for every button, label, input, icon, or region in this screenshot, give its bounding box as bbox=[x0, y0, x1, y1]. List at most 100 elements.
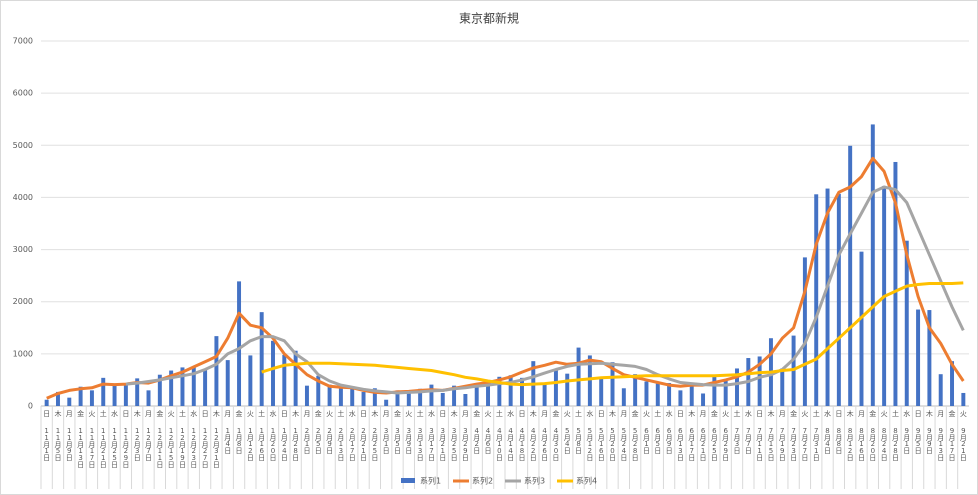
x-tick-label: 1月20日 bbox=[269, 427, 277, 460]
x-tick-label: 9月1日 bbox=[902, 427, 911, 453]
x-tick-label: 9月5日 bbox=[914, 427, 923, 453]
x-weekday: 火 bbox=[87, 410, 96, 416]
bar bbox=[452, 385, 457, 406]
x-weekday: 金 bbox=[472, 410, 481, 416]
bar bbox=[848, 145, 853, 407]
x-tick-label: 5月12日 bbox=[585, 427, 594, 460]
x-tick-label: 12月11日 bbox=[155, 427, 164, 467]
x-weekday: 土 bbox=[812, 410, 821, 416]
bar bbox=[486, 385, 491, 406]
x-tick-label: 4月18日 bbox=[517, 427, 526, 460]
bar bbox=[271, 340, 275, 406]
x-weekday: 火 bbox=[800, 410, 809, 416]
x-tick-label: 9月9日 bbox=[925, 427, 934, 453]
x-weekday: 金 bbox=[235, 410, 244, 416]
x-weekday: 金 bbox=[631, 410, 640, 416]
bar bbox=[836, 193, 841, 406]
x-weekday: 水 bbox=[506, 410, 515, 416]
bar bbox=[497, 376, 502, 406]
x-weekday: 月 bbox=[65, 410, 74, 416]
bar bbox=[587, 355, 592, 406]
x-tick-label: 4月14日 bbox=[506, 427, 515, 460]
bar bbox=[293, 350, 298, 406]
x-weekday: 日 bbox=[201, 410, 210, 416]
x-weekday: 水 bbox=[585, 410, 594, 416]
x-weekday: 金 bbox=[551, 410, 560, 416]
x-weekday: 土 bbox=[653, 410, 662, 416]
bar bbox=[463, 394, 468, 406]
x-weekday: 日 bbox=[438, 410, 447, 416]
x-tick-label: 7月19日 bbox=[778, 427, 787, 460]
x-tick-label: 9月21日 bbox=[959, 427, 968, 460]
x-tick-label: 4月26日 bbox=[540, 427, 549, 460]
bar bbox=[78, 386, 83, 406]
x-tick-label: 7月15日 bbox=[766, 427, 775, 460]
bar bbox=[576, 347, 581, 406]
x-tick-label: 12月3日 bbox=[133, 427, 142, 460]
x-weekday: 月 bbox=[936, 410, 945, 416]
y-tick-label: 3000 bbox=[13, 245, 33, 254]
bar bbox=[135, 378, 140, 406]
bar bbox=[327, 384, 332, 406]
bar bbox=[214, 336, 219, 406]
x-weekday: 木 bbox=[529, 410, 538, 416]
bar bbox=[689, 382, 694, 406]
x-tick-label: 6月9日 bbox=[665, 427, 674, 453]
x-tick-label: 1月28日 bbox=[291, 427, 300, 460]
x-weekday: 木 bbox=[53, 410, 62, 416]
x-tick-label: 2月5日 bbox=[314, 427, 323, 453]
x-weekday: 金 bbox=[314, 410, 323, 416]
x-tick-label: 6月13日 bbox=[676, 427, 685, 460]
x-weekday: 火 bbox=[167, 410, 176, 416]
x-tick-label: 11月5日 bbox=[53, 427, 62, 460]
bar bbox=[553, 369, 558, 406]
bar bbox=[248, 355, 253, 406]
bar bbox=[667, 383, 672, 406]
x-weekday: 火 bbox=[959, 410, 968, 416]
bar bbox=[757, 356, 762, 406]
x-tick-label: 12月19日 bbox=[178, 427, 187, 467]
x-weekday: 月 bbox=[778, 410, 787, 416]
x-tick-label: 6月25日 bbox=[710, 427, 719, 460]
bar bbox=[565, 373, 570, 406]
x-tick-label: 3月21日 bbox=[438, 427, 447, 460]
y-tick-label: 7000 bbox=[13, 37, 33, 46]
bar bbox=[678, 390, 683, 406]
bar bbox=[429, 384, 434, 406]
bar bbox=[904, 240, 909, 406]
bar bbox=[735, 368, 739, 406]
x-tick-label: 4月2日 bbox=[472, 427, 481, 453]
x-weekday: 日 bbox=[834, 410, 843, 416]
bar bbox=[938, 374, 943, 406]
x-weekday: 火 bbox=[484, 410, 493, 416]
legend-label: 系列3 bbox=[524, 476, 545, 486]
bar bbox=[950, 361, 955, 406]
x-tick-label: 5月4日 bbox=[563, 427, 572, 453]
y-tick-label: 4000 bbox=[13, 193, 33, 202]
x-tick-label: 7月23日 bbox=[789, 427, 798, 460]
x-tick-label: 8月24日 bbox=[880, 427, 889, 460]
legend-label: 系列2 bbox=[472, 476, 493, 486]
x-tick-label: 11月17日 bbox=[87, 427, 96, 467]
x-weekday: 金 bbox=[155, 410, 164, 416]
bar bbox=[633, 374, 638, 406]
x-weekday: 土 bbox=[574, 410, 583, 416]
bar bbox=[418, 388, 423, 406]
x-weekday: 土 bbox=[99, 410, 108, 416]
x-weekday: 水 bbox=[269, 410, 277, 416]
x-weekday: 土 bbox=[336, 410, 345, 416]
bar bbox=[723, 380, 728, 406]
bar bbox=[361, 391, 366, 406]
x-tick-label: 11月1日 bbox=[42, 427, 51, 460]
x-weekday: 月 bbox=[540, 410, 549, 416]
x-tick-label: 6月5日 bbox=[653, 427, 662, 453]
x-weekday: 日 bbox=[914, 410, 923, 416]
x-tick-label: 1月24日 bbox=[280, 427, 289, 460]
x-weekday: 火 bbox=[246, 410, 255, 416]
x-tick-label: 8月16日 bbox=[857, 427, 866, 460]
x-weekday: 土 bbox=[257, 410, 266, 416]
bar bbox=[655, 383, 660, 406]
x-weekday: 月 bbox=[144, 410, 153, 416]
x-weekday: 水 bbox=[823, 410, 832, 416]
x-tick-label: 6月29日 bbox=[721, 427, 730, 460]
